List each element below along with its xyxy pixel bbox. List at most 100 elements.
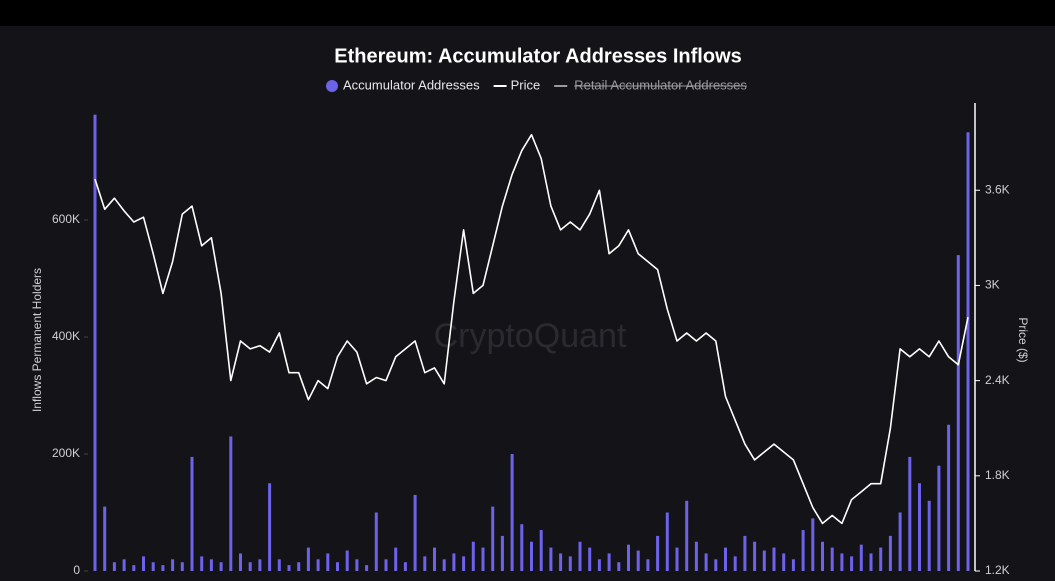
bar <box>345 550 349 571</box>
bar <box>762 550 766 571</box>
bar <box>277 559 281 571</box>
bar <box>927 500 931 571</box>
bar <box>724 547 727 571</box>
y-axis-label: Inflows Permanent Holders <box>30 268 44 412</box>
chart-title: Ethereum: Accumulator Addresses Inflows <box>334 45 742 67</box>
bar <box>433 547 436 571</box>
bar <box>122 559 126 571</box>
bar <box>229 436 233 571</box>
bar <box>627 544 630 571</box>
bar <box>471 541 475 571</box>
bar <box>888 535 892 571</box>
bar <box>413 494 417 571</box>
bar <box>103 506 107 571</box>
bar <box>258 559 262 571</box>
bar <box>743 535 747 571</box>
bar <box>326 553 330 571</box>
bar <box>840 553 844 571</box>
bar <box>539 530 543 571</box>
bar <box>791 559 795 571</box>
bar <box>374 512 378 571</box>
bar <box>908 456 912 571</box>
bar <box>898 512 902 571</box>
bar <box>316 559 320 571</box>
top-band <box>0 0 1055 26</box>
bar <box>500 535 504 571</box>
y2-tick-label: 3.6K <box>985 182 1010 196</box>
bar <box>142 556 145 571</box>
bar <box>830 547 834 571</box>
bar <box>297 562 301 571</box>
y-tick-label: 400K <box>52 329 80 343</box>
bar <box>646 559 650 571</box>
bar <box>161 565 165 571</box>
legend-label: Accumulator Addresses <box>343 77 480 92</box>
bar <box>801 530 805 571</box>
bar <box>869 553 873 571</box>
bar <box>394 547 398 571</box>
legend-swatch <box>326 80 338 92</box>
y2-tick-label: 1.8K <box>985 468 1010 482</box>
bar <box>510 454 514 571</box>
bar <box>859 544 863 571</box>
bar <box>462 556 466 571</box>
bar <box>772 547 776 571</box>
bar <box>947 424 951 571</box>
bar <box>336 562 339 571</box>
bar <box>568 556 572 571</box>
bar <box>704 553 708 571</box>
bar <box>685 500 689 571</box>
bar <box>665 512 669 571</box>
bar <box>268 483 272 571</box>
bar <box>937 465 941 571</box>
bar <box>694 541 698 571</box>
chart-background <box>0 26 1055 581</box>
bar <box>209 559 213 571</box>
bar <box>306 547 310 571</box>
y-tick-label: 0 <box>73 563 80 577</box>
bar <box>675 547 679 571</box>
bar <box>879 547 883 571</box>
legend-label-hidden: Retail Accumulator Addresses <box>574 77 747 92</box>
y2-tick-label: 3K <box>985 278 1000 292</box>
bar <box>452 553 456 571</box>
bar <box>636 550 640 571</box>
bar <box>966 132 970 571</box>
bar <box>850 556 854 571</box>
bar <box>287 565 291 571</box>
bar <box>607 553 611 571</box>
bar <box>355 559 359 571</box>
bar <box>219 562 223 571</box>
bar <box>491 506 495 571</box>
bar <box>384 559 388 571</box>
bar <box>753 541 757 571</box>
bar <box>180 562 184 571</box>
bar <box>423 556 427 571</box>
bar <box>190 456 194 571</box>
bar <box>481 547 485 571</box>
bar <box>656 535 660 571</box>
bar <box>578 541 582 571</box>
bar <box>112 562 116 571</box>
bar <box>559 553 563 571</box>
bar <box>151 562 155 571</box>
bar <box>248 562 252 571</box>
bar <box>520 524 524 571</box>
bar <box>821 541 824 571</box>
bar <box>918 483 921 571</box>
bar <box>403 562 407 571</box>
bar <box>733 556 737 571</box>
bar <box>714 559 718 571</box>
bar <box>365 565 369 571</box>
bar <box>588 547 592 571</box>
price-line <box>94 133 969 525</box>
legend-label: Price <box>511 77 541 92</box>
bar <box>597 559 601 571</box>
bar <box>956 255 960 571</box>
y2-tick-label: 2.4K <box>985 373 1010 387</box>
bar <box>811 518 815 571</box>
bar <box>549 547 553 571</box>
bar <box>442 559 446 571</box>
watermark: CryptoQuant <box>434 317 627 355</box>
